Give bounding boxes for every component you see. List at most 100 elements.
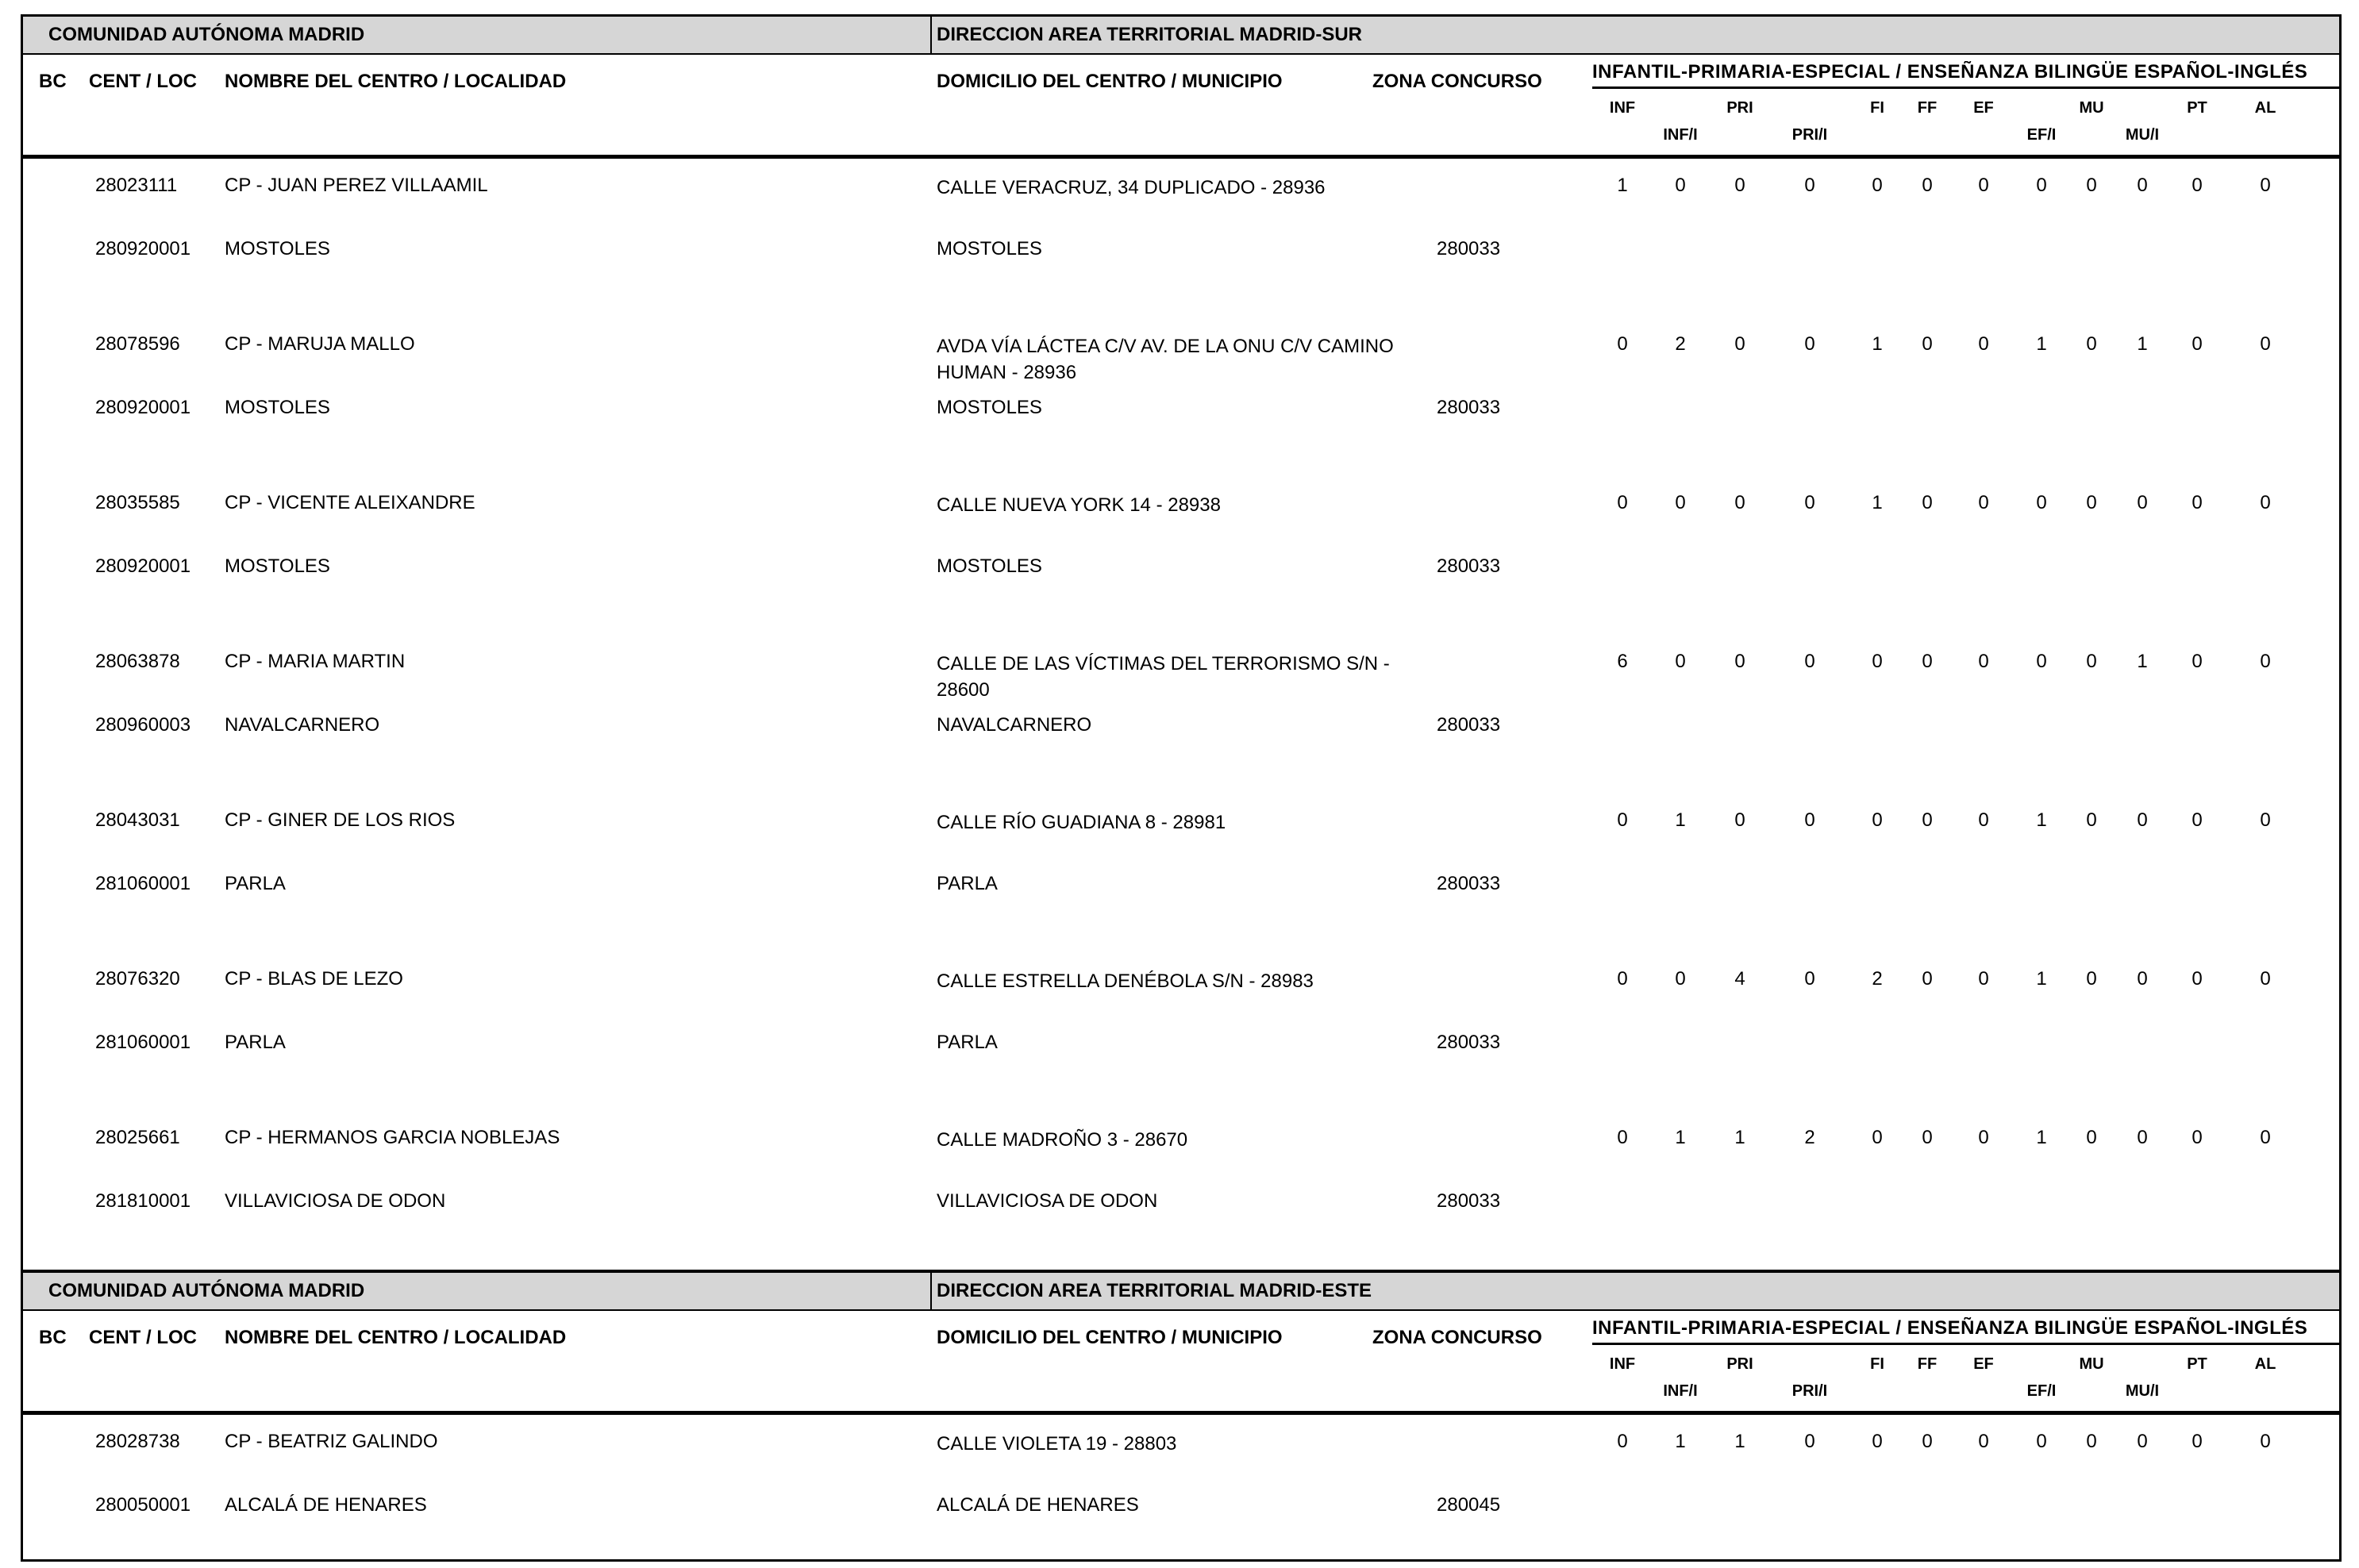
subcol-label: MU — [2079, 99, 2104, 117]
staff-value: 1 — [2036, 968, 2047, 990]
center-code: 28028738 — [95, 1431, 180, 1452]
staff-value: 0 — [1922, 1431, 1933, 1452]
center-locality: PARLA — [225, 873, 286, 894]
staff-value: 0 — [1978, 175, 1989, 196]
staff-value: 0 — [2086, 175, 2097, 196]
col-header-cent-loc: CENT / LOC — [89, 71, 197, 92]
staff-value: 0 — [2192, 968, 2203, 990]
staff-value: 0 — [2036, 175, 2047, 196]
staff-value: 0 — [1617, 809, 1628, 831]
staff-value: 0 — [1675, 651, 1686, 672]
subcol-label: FF — [1917, 1355, 1938, 1373]
center-municipality: PARLA — [937, 1032, 998, 1053]
region-title-text: COMUNIDAD AUTÓNOMA MADRID — [48, 1280, 365, 1301]
staff-value: 1 — [2137, 651, 2148, 672]
col-header-group: INFANTIL-PRIMARIA-ESPECIAL / ENSEÑANZA B… — [1592, 61, 2339, 89]
staff-value: 0 — [1734, 333, 1745, 355]
center-name: CP - GINER DE LOS RIOS — [225, 809, 456, 831]
staff-value: 1 — [1617, 175, 1628, 196]
col-header-group: INFANTIL-PRIMARIA-ESPECIAL / ENSEÑANZA B… — [1592, 1317, 2339, 1345]
table-row: 28076320 CP - BLAS DE LEZO CALLE ESTRELL… — [23, 952, 2339, 1111]
staff-value: 0 — [1675, 175, 1686, 196]
staff-value: 0 — [1804, 1431, 1815, 1452]
table-row: 28025661 CP - HERMANOS GARCIA NOBLEJAS C… — [23, 1111, 2339, 1270]
region-section: COMUNIDAD AUTÓNOMA MADRID DIRECCION AREA… — [23, 1270, 2339, 1559]
center-locality: VILLAVICIOSA DE ODON — [225, 1190, 446, 1212]
staff-value: 0 — [2137, 809, 2148, 831]
center-code: 28076320 — [95, 968, 180, 990]
center-municipality: MOSTOLES — [937, 238, 1042, 259]
staff-value: 0 — [1872, 809, 1883, 831]
staff-value: 0 — [1922, 651, 1933, 672]
center-locality: PARLA — [225, 1032, 286, 1053]
staff-value: 0 — [1872, 175, 1883, 196]
center-address: CALLE ESTRELLA DENÉBOLA S/N - 28983 — [937, 970, 1314, 992]
staff-value: 0 — [1804, 651, 1815, 672]
staff-value: 0 — [2192, 492, 2203, 513]
staff-value: 0 — [1978, 1431, 1989, 1452]
staff-value: 1 — [2137, 333, 2148, 355]
staff-value: 0 — [1978, 809, 1989, 831]
locality-code: 281060001 — [95, 873, 191, 894]
staff-value: 0 — [2137, 175, 2148, 196]
region-title-cell: COMUNIDAD AUTÓNOMA MADRID — [23, 17, 932, 53]
center-name: CP - JUAN PEREZ VILLAAMIL — [225, 175, 488, 196]
staff-value: 0 — [1734, 809, 1745, 831]
zona-concurso-value: 280033 — [1437, 397, 1501, 418]
subcol-label: MU/I — [2125, 126, 2160, 144]
subcol-label: INF — [1609, 99, 1636, 117]
subcol-label: EF — [1973, 99, 1994, 117]
center-locality: MOSTOLES — [225, 397, 330, 418]
staff-value: 0 — [1872, 1431, 1883, 1452]
zona-concurso-value: 280033 — [1437, 714, 1501, 736]
staff-value: 2 — [1804, 1127, 1815, 1148]
table-row: 28028738 CP - BEATRIZ GALINDO CALLE VIOL… — [23, 1415, 2339, 1559]
col-header-domicilio: DOMICILIO DEL CENTRO / MUNICIPIO — [937, 71, 1283, 92]
staff-value: 0 — [1922, 1127, 1933, 1148]
staff-value: 0 — [2192, 809, 2203, 831]
staff-value: 0 — [2086, 651, 2097, 672]
staff-value: 0 — [1617, 1127, 1628, 1148]
center-code: 28023111 — [95, 175, 178, 196]
column-header-row: BC CENT / LOC NOMBRE DEL CENTRO / LOCALI… — [23, 55, 2339, 159]
staff-value: 0 — [1804, 968, 1815, 990]
col-header-cent-loc: CENT / LOC — [89, 1327, 197, 1348]
subcol-label: MU/I — [2125, 1382, 2160, 1400]
staff-value: 0 — [1617, 968, 1628, 990]
staff-value: 0 — [2192, 175, 2203, 196]
subcol-label: INF/I — [1663, 1382, 1698, 1400]
staff-value: 0 — [2260, 651, 2271, 672]
staff-value: 0 — [1872, 1127, 1883, 1148]
staff-value: 0 — [2260, 333, 2271, 355]
locality-code: 280920001 — [95, 555, 191, 577]
center-address: CALLE DE LAS VÍCTIMAS DEL TERRORISMO S/N… — [937, 653, 1390, 701]
locality-code: 281810001 — [95, 1190, 191, 1212]
area-title-cell: DIRECCION AREA TERRITORIAL MADRID-SUR — [932, 17, 2339, 53]
locality-code: 280920001 — [95, 238, 191, 259]
center-name: CP - BEATRIZ GALINDO — [225, 1431, 438, 1452]
staff-value: 0 — [1922, 492, 1933, 513]
center-address: CALLE MADROÑO 3 - 28670 — [937, 1129, 1188, 1151]
center-name: CP - HERMANOS GARCIA NOBLEJAS — [225, 1127, 560, 1148]
zona-concurso-value: 280033 — [1437, 1190, 1501, 1212]
zona-concurso-value: 280033 — [1437, 238, 1501, 259]
center-municipality: VILLAVICIOSA DE ODON — [937, 1190, 1158, 1212]
center-locality: NAVALCARNERO — [225, 714, 380, 736]
center-locality: ALCALÁ DE HENARES — [225, 1494, 427, 1516]
column-header-row: BC CENT / LOC NOMBRE DEL CENTRO / LOCALI… — [23, 1311, 2339, 1415]
staff-value: 1 — [2036, 1127, 2047, 1148]
staff-value: 1 — [1675, 1431, 1686, 1452]
staff-value: 0 — [1804, 175, 1815, 196]
center-name: CP - MARUJA MALLO — [225, 333, 415, 355]
subcol-label: FF — [1917, 99, 1938, 117]
locality-code: 280050001 — [95, 1494, 191, 1516]
staff-value: 0 — [2036, 492, 2047, 513]
subcol-label: FI — [1870, 1355, 1884, 1373]
subcol-label: INF/I — [1663, 126, 1698, 144]
staff-value: 0 — [2260, 175, 2271, 196]
center-address: CALLE NUEVA YORK 14 - 28938 — [937, 494, 1221, 516]
staff-value: 0 — [2137, 492, 2148, 513]
staff-value: 1 — [2036, 333, 2047, 355]
center-municipality: MOSTOLES — [937, 555, 1042, 577]
center-address: AVDA VÍA LÁCTEA C/V AV. DE LA ONU C/V CA… — [937, 336, 1394, 383]
